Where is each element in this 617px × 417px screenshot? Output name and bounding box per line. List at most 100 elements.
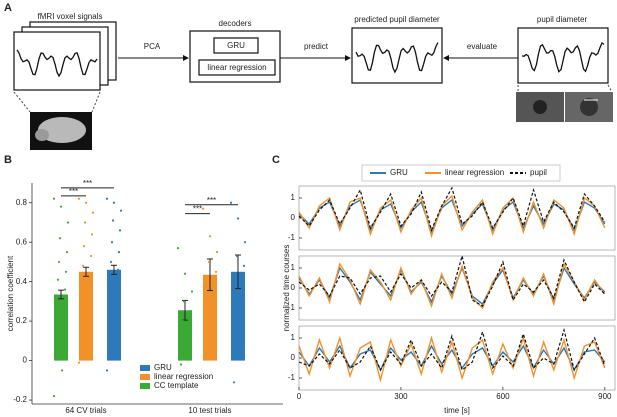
trial-point xyxy=(80,280,84,283)
trial-point xyxy=(205,300,209,303)
diagram: fMRI voxel signals PCA decoders GRU line… xyxy=(13,12,613,150)
trial-point xyxy=(214,270,218,273)
trial-point xyxy=(229,201,233,204)
y-tick-label: -0.2 xyxy=(13,395,27,404)
trial-point xyxy=(63,288,67,291)
trial-point xyxy=(118,229,122,232)
target-label: pupil diameter xyxy=(537,15,588,24)
trial-point xyxy=(189,310,193,313)
model-label: GRU xyxy=(227,41,245,50)
series-line xyxy=(298,198,606,234)
model-box xyxy=(213,37,259,54)
x-tick-label: 300 xyxy=(394,392,408,401)
trial-point xyxy=(79,300,83,303)
trial-point xyxy=(187,349,191,352)
y-tick-label: 0 xyxy=(291,353,296,362)
trial-point xyxy=(112,201,116,204)
trial-point xyxy=(66,221,70,224)
trial-point xyxy=(240,310,244,313)
trial-point xyxy=(233,296,237,299)
pupil xyxy=(533,100,547,114)
trial-point xyxy=(53,349,57,352)
bar xyxy=(79,271,93,361)
trial-point xyxy=(108,276,112,279)
trial-point xyxy=(180,335,184,339)
y-tick-label: 1 xyxy=(291,193,296,202)
trial-point xyxy=(176,247,180,250)
trial-point xyxy=(241,284,245,287)
trial-point xyxy=(232,381,236,384)
trial-point xyxy=(56,278,60,281)
y-tick-label: 0.2 xyxy=(16,316,28,325)
trial-point xyxy=(215,250,219,254)
y-tick-label: 0 xyxy=(291,283,296,292)
x-tick-label: 0 xyxy=(297,392,302,401)
subplot-frame xyxy=(298,255,616,321)
trial-point xyxy=(116,268,120,271)
trial-point xyxy=(52,395,56,398)
trial-point xyxy=(77,361,81,364)
bar xyxy=(54,294,68,361)
trial-point xyxy=(212,320,216,323)
bar xyxy=(203,274,217,361)
trial-point xyxy=(60,369,64,372)
trial-point xyxy=(106,323,110,327)
trial-point xyxy=(59,205,63,208)
trial-point xyxy=(105,369,109,372)
trial-point xyxy=(52,197,56,200)
model-label: linear regression xyxy=(207,63,266,72)
connector xyxy=(607,84,613,93)
trial-point xyxy=(87,290,91,293)
trial-point xyxy=(113,339,117,342)
series-line xyxy=(298,327,606,372)
trial-point xyxy=(207,260,211,264)
connector xyxy=(91,91,101,113)
y-tick-label: 0 xyxy=(291,213,296,222)
y-axis-label: correlation coefficient xyxy=(6,255,15,331)
panel-label: C xyxy=(272,154,280,166)
trial-point xyxy=(204,343,208,346)
trial-point xyxy=(57,260,61,264)
trial-point xyxy=(243,241,247,244)
trial-point xyxy=(105,197,109,200)
connector xyxy=(13,91,31,113)
bar xyxy=(178,310,192,361)
bar xyxy=(231,271,245,361)
signal-trace xyxy=(355,42,439,74)
trial-point xyxy=(208,235,212,238)
legend-label: CC template xyxy=(154,381,199,390)
legend-label: GRU xyxy=(390,168,408,177)
brain xyxy=(35,129,49,141)
x-tick-label: 900 xyxy=(598,392,612,401)
trial-point xyxy=(110,241,114,244)
trial-point xyxy=(206,280,210,283)
trial-point xyxy=(235,254,239,258)
legend-label: GRU xyxy=(154,363,172,372)
model-box xyxy=(198,59,276,76)
legend-label: pupil xyxy=(530,168,547,177)
trial-point xyxy=(77,197,81,200)
trial-point xyxy=(58,237,62,240)
trial-point xyxy=(242,264,246,267)
legend-label: linear regression xyxy=(445,168,504,177)
step-label: evaluate xyxy=(467,42,498,51)
legend-swatch xyxy=(140,374,150,380)
trial-point xyxy=(190,290,194,293)
brain xyxy=(38,117,86,143)
trial-point xyxy=(117,250,121,254)
y-axis-label: normalized time courses xyxy=(282,245,291,332)
trial-point xyxy=(83,221,87,224)
step-label: predict xyxy=(304,42,329,51)
x-tick-label: 64 CV trials xyxy=(65,406,106,415)
trial-point xyxy=(85,343,89,346)
legend-label: linear regression xyxy=(154,372,213,381)
trial-point xyxy=(64,270,68,273)
bar xyxy=(107,269,121,361)
legend-box xyxy=(361,164,561,182)
y-tick-label: 0 xyxy=(23,356,28,365)
trial-point xyxy=(65,250,69,254)
signal-trace xyxy=(16,49,98,78)
signal-box xyxy=(13,31,101,91)
legend-swatch xyxy=(140,383,150,389)
